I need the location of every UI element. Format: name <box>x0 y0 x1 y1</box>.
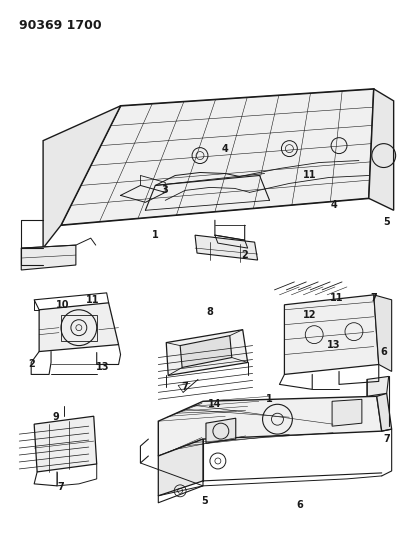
Text: 5: 5 <box>202 496 209 506</box>
Text: 2: 2 <box>241 250 248 260</box>
Text: 11: 11 <box>86 295 99 305</box>
Text: 7: 7 <box>371 293 377 303</box>
Polygon shape <box>377 393 392 431</box>
Text: 7: 7 <box>58 482 64 492</box>
Text: 13: 13 <box>327 340 341 350</box>
Text: 10: 10 <box>56 300 70 310</box>
Text: 6: 6 <box>380 346 387 357</box>
Polygon shape <box>39 303 119 352</box>
Polygon shape <box>367 376 389 397</box>
Text: 6: 6 <box>296 500 303 510</box>
Polygon shape <box>34 416 97 472</box>
Polygon shape <box>21 245 76 270</box>
Text: 90369 1700: 90369 1700 <box>19 19 102 33</box>
Text: 1: 1 <box>152 230 159 240</box>
Polygon shape <box>180 336 232 367</box>
Polygon shape <box>158 439 203 496</box>
Text: 7: 7 <box>383 434 390 444</box>
Text: 11: 11 <box>302 171 316 181</box>
Text: 7: 7 <box>182 382 188 392</box>
Text: 12: 12 <box>302 310 316 320</box>
Polygon shape <box>369 89 394 211</box>
Text: 11: 11 <box>330 293 344 303</box>
Polygon shape <box>43 106 121 248</box>
Text: 1: 1 <box>266 394 273 405</box>
Text: 14: 14 <box>208 399 222 409</box>
Polygon shape <box>166 330 248 375</box>
Text: 3: 3 <box>162 185 169 196</box>
Polygon shape <box>158 397 382 456</box>
Polygon shape <box>374 295 392 372</box>
Text: 8: 8 <box>207 307 213 317</box>
Polygon shape <box>332 399 362 426</box>
Polygon shape <box>61 89 374 225</box>
Text: 4: 4 <box>221 143 228 154</box>
Polygon shape <box>284 295 379 375</box>
Text: 13: 13 <box>96 362 109 373</box>
Text: 2: 2 <box>28 359 34 369</box>
Polygon shape <box>206 418 236 443</box>
Polygon shape <box>195 235 257 260</box>
Text: 9: 9 <box>53 412 59 422</box>
Text: 4: 4 <box>331 200 338 211</box>
Text: 5: 5 <box>383 217 390 227</box>
